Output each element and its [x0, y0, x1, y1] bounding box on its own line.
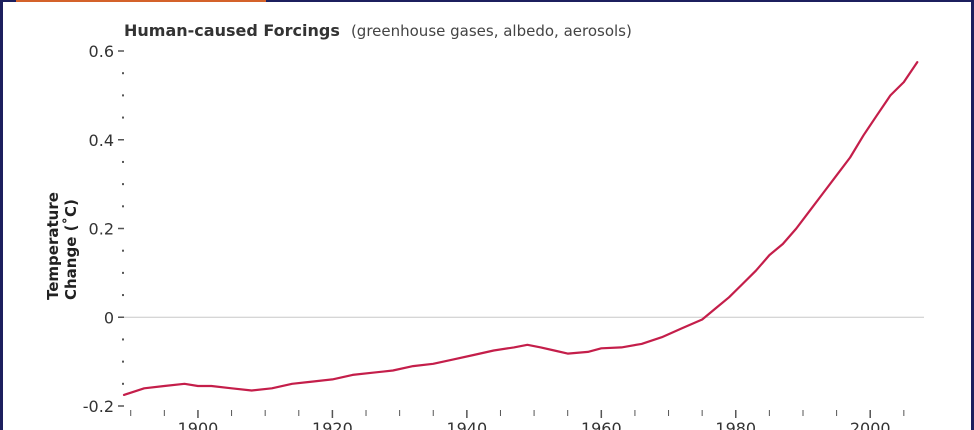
x-tick-label: 1900 [178, 419, 219, 430]
axes: -0.2 0 0.2 0.4 0.6 1900 1920 1940 1960 1980 2000 [83, 42, 924, 430]
y-tick-label: 0.2 [89, 220, 114, 239]
series-line [122, 61, 919, 396]
top-accent-bar [16, 0, 266, 2]
x-tick-label: 1940 [446, 419, 487, 430]
chart-subtitle: (greenhouse gases, albedo, aerosols) [351, 22, 632, 40]
y-tick-label: 0.4 [89, 131, 114, 150]
x-tick-label: 1960 [581, 419, 622, 430]
y-axis-label: Temperature Change (˚C) [44, 192, 80, 300]
x-tick-label: 2000 [850, 419, 891, 430]
y-tick-label: 0.6 [89, 42, 114, 61]
series-layer [122, 61, 919, 396]
y-axis-label-line1: Temperature [44, 192, 62, 300]
chart-title-main: Human-caused Forcings [124, 21, 340, 40]
y-tick-label: -0.2 [83, 397, 114, 416]
chart-title: Human-caused Forcings (greenhouse gases,… [124, 21, 632, 40]
y-tick-label: 0 [104, 308, 114, 327]
x-tick-label: 1920 [312, 419, 353, 430]
y-axis-label-line2: Change (˚C) [62, 199, 80, 300]
x-tick-label: 1980 [715, 419, 756, 430]
